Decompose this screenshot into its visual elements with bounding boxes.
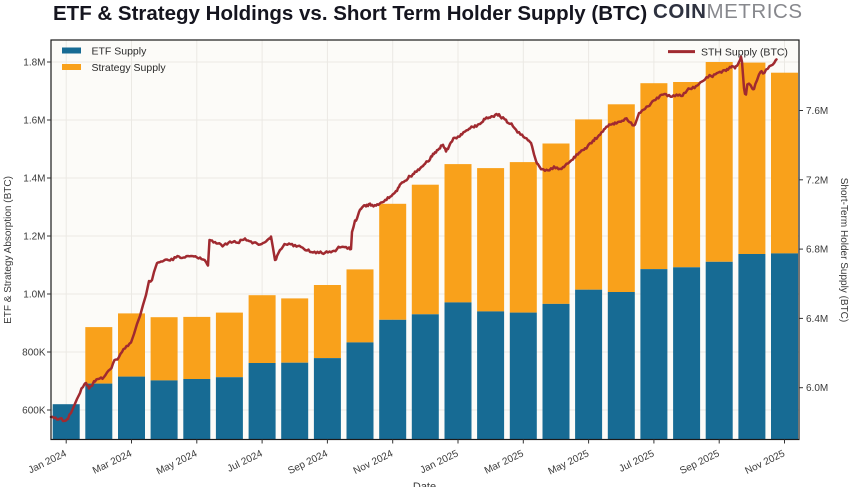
svg-text:1.6M: 1.6M	[23, 116, 45, 127]
svg-text:Date: Date	[413, 481, 436, 487]
svg-text:Sep 2024: Sep 2024	[286, 448, 330, 477]
svg-text:6.8M: 6.8M	[806, 245, 828, 256]
svg-text:600K: 600K	[22, 406, 46, 417]
svg-text:ETF Supply: ETF Supply	[92, 46, 148, 58]
svg-text:1.8M: 1.8M	[23, 58, 45, 69]
svg-text:ETF & Strategy Absorption (BTC: ETF & Strategy Absorption (BTC)	[3, 176, 14, 324]
svg-text:Sep 2025: Sep 2025	[678, 448, 722, 477]
svg-text:Nov 2024: Nov 2024	[352, 448, 396, 477]
svg-text:May 2024: May 2024	[155, 448, 200, 477]
svg-text:May 2025: May 2025	[547, 448, 592, 477]
svg-text:Short-Term Holder Supply (BTC): Short-Term Holder Supply (BTC)	[838, 178, 849, 322]
svg-text:1.2M: 1.2M	[23, 232, 45, 243]
svg-text:Nov 2025: Nov 2025	[744, 448, 788, 477]
svg-text:Jan 2024: Jan 2024	[27, 448, 69, 476]
svg-text:Strategy Supply: Strategy Supply	[92, 62, 167, 74]
svg-text:6.0M: 6.0M	[806, 383, 828, 394]
svg-text:6.4M: 6.4M	[806, 314, 828, 325]
svg-text:STH Supply (BTC): STH Supply (BTC)	[701, 47, 788, 59]
svg-text:Jan 2025: Jan 2025	[419, 448, 461, 476]
svg-text:1.0M: 1.0M	[23, 290, 45, 301]
svg-text:Jul 2024: Jul 2024	[226, 448, 265, 475]
svg-text:Jul 2025: Jul 2025	[617, 448, 656, 475]
svg-text:Mar 2025: Mar 2025	[483, 448, 526, 477]
svg-text:Mar 2024: Mar 2024	[91, 448, 134, 477]
svg-text:800K: 800K	[22, 348, 46, 359]
svg-text:7.6M: 7.6M	[806, 106, 828, 117]
svg-text:7.2M: 7.2M	[806, 175, 828, 186]
svg-text:1.4M: 1.4M	[23, 174, 45, 185]
